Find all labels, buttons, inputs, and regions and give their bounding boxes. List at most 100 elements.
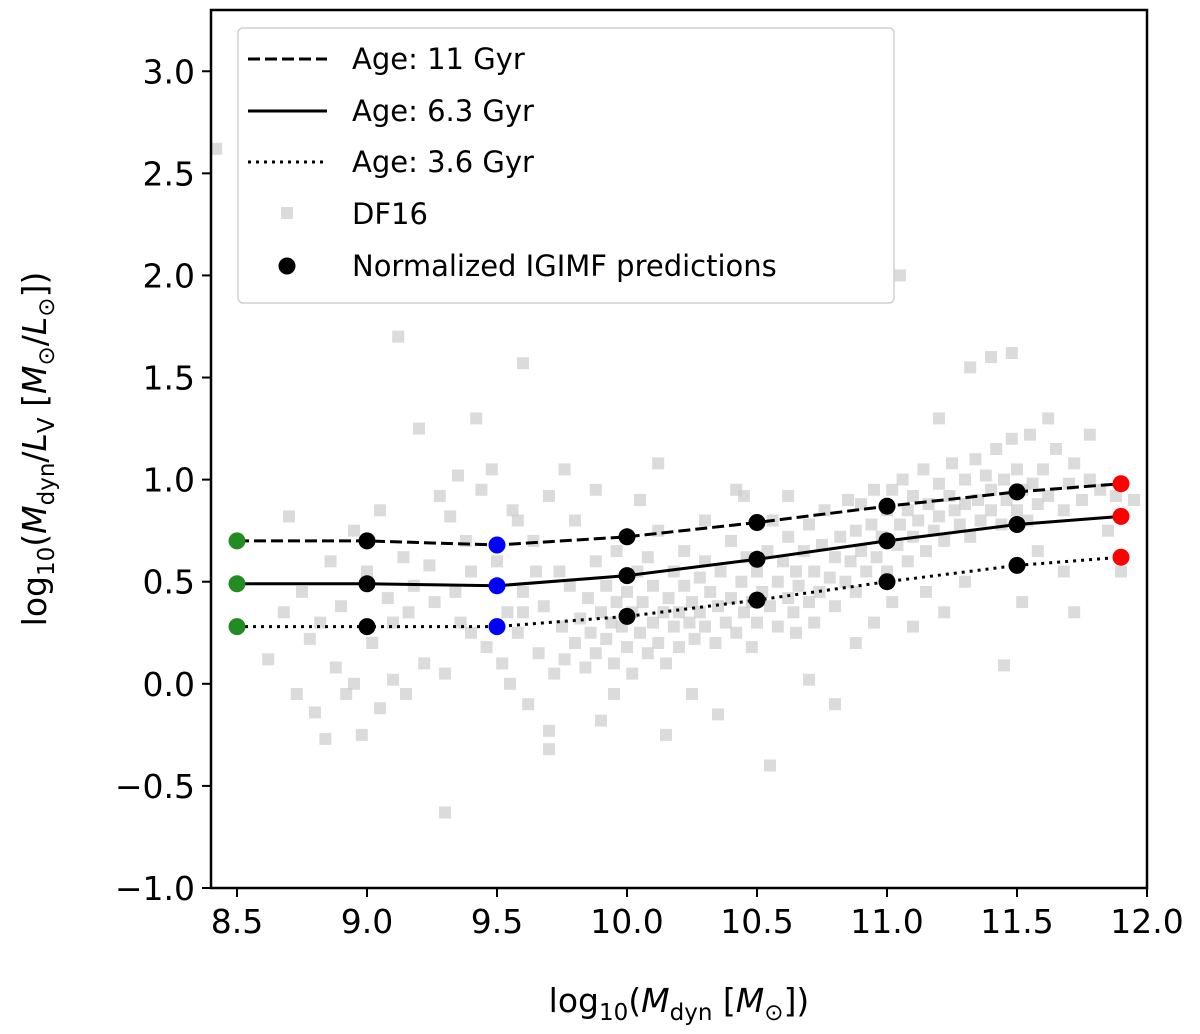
y-tick-label: 1.0 [143,461,195,500]
df16-point [522,698,535,711]
igimf-point [748,591,766,609]
igimf-point [488,618,506,636]
line-series-1 [237,514,1122,588]
df16-point [673,641,685,654]
df16-point [400,688,412,700]
df16-point [501,606,514,619]
igimf-point [1112,507,1130,525]
igimf-point [488,536,506,554]
df16-point [688,632,701,645]
igimf-point [878,497,896,515]
df16-point [782,530,795,543]
df16-point [413,422,425,435]
df16-point [912,514,925,527]
df16-point [1031,498,1044,511]
df16-point [530,565,542,578]
df16-point [470,412,483,425]
df16-point [1042,490,1055,502]
df16-point [855,545,867,558]
df16-point [634,494,646,506]
df16-point [985,483,997,496]
igimf-point [488,577,506,595]
line-series-2 [237,555,1122,629]
df16-point [834,530,847,543]
y-axis: −1.0 −0.5 0.0 0.5 1.0 1.5 2.0 2.5 3.0 [115,52,211,908]
df16-point [439,667,451,680]
df16-point [610,545,623,558]
igimf-point [618,607,636,625]
df16-point [704,585,717,598]
df16-point [660,657,672,670]
df16-point [608,688,620,700]
df16-point [896,473,909,486]
df16-point [764,600,776,613]
x-axis-label: log10(Mdyn [M⊙]) [549,981,810,1026]
legend-label-igimf: Normalized IGIMF predictions [352,249,777,283]
igimf-point [618,567,636,585]
df16-point [610,596,623,609]
df16-point [491,555,503,568]
df16-point [678,579,691,592]
igimf-point [618,528,636,546]
df16-point [969,453,982,466]
df16-point [938,534,951,547]
df16-point [1083,428,1096,441]
df16-point [374,702,386,715]
legend-label-age-3-6: Age: 3.6 Gyr [352,145,534,179]
df16-point [886,483,899,496]
df16-point [998,473,1010,486]
df16-point [816,539,828,551]
x-tick-label: 11.0 [850,902,923,941]
df16-point [324,555,337,568]
df16-point [283,510,295,523]
df16-point [626,667,639,680]
df16-point [465,565,477,578]
igimf-point [1008,556,1026,574]
df16-point [771,575,784,588]
df16-point [402,606,415,619]
legend-dot-marker-icon [278,257,296,275]
df16-point [1115,565,1127,578]
df16-point [595,714,607,727]
df16-point [296,585,308,598]
df16-point [641,647,654,660]
y-tick-label: 3.0 [143,52,195,91]
df16-point [381,592,394,605]
df16-point [725,534,737,547]
df16-point [496,657,509,670]
df16-point [527,534,540,547]
df16-point [660,728,672,741]
df16-point [946,457,958,470]
igimf-point [228,575,246,593]
df16-point [771,620,784,633]
df16-point [374,504,386,517]
df16-point [290,688,303,700]
df16-point [667,620,680,633]
df16-point [860,565,873,578]
y-tick-label: 2.5 [143,154,195,193]
df16-point [985,351,997,364]
df16-point [579,661,592,674]
legend-square-marker-icon [281,207,293,219]
df16-point [683,616,696,629]
df16-point [309,706,321,719]
df16-point [506,504,519,517]
igimf-point [358,575,376,593]
df16-point [553,565,566,578]
df16-point [647,616,659,629]
igimf-point [878,573,896,591]
df16-point [855,498,867,511]
df16-point [751,565,763,578]
df16-point [693,606,706,619]
df16-point [1068,606,1081,619]
x-tick-label: 12.0 [1110,902,1183,941]
df16-point [901,504,914,517]
legend-label-df16: DF16 [352,197,428,231]
df16-point [589,647,602,660]
df16-point [712,708,724,721]
df16-point [901,555,914,568]
df16-point [953,518,966,531]
df16-point [392,330,405,343]
df16-point [907,490,919,502]
df16-point [532,647,545,660]
